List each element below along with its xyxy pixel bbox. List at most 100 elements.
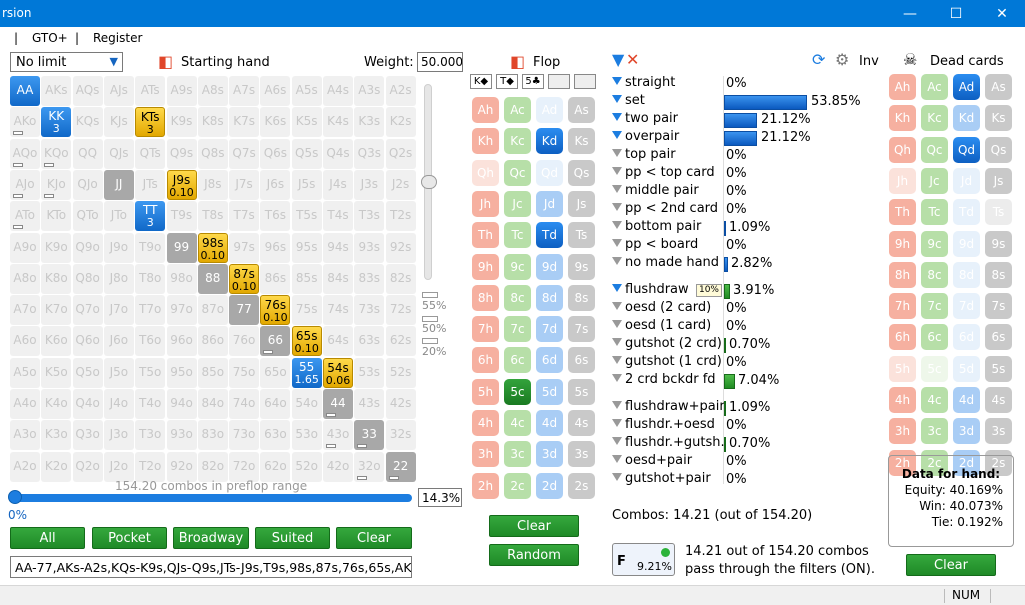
hand-cell[interactable]: 62o xyxy=(260,451,291,482)
hand-cell[interactable]: J2s xyxy=(385,169,416,200)
filter-row[interactable]: oesd (1 card) xyxy=(612,318,711,336)
dead-card-Tc[interactable]: Tc xyxy=(921,199,948,226)
filter-row[interactable]: straight xyxy=(612,75,675,93)
slider-thumb[interactable] xyxy=(421,175,437,189)
inv-label[interactable]: Inv xyxy=(859,54,879,69)
hand-cell[interactable]: 32s xyxy=(385,420,416,451)
hand-cell[interactable]: AQs xyxy=(72,76,103,106)
hand-cell[interactable]: K8s xyxy=(197,107,228,138)
flop-card-Jc[interactable]: Jc xyxy=(504,190,531,217)
board-card-5[interactable] xyxy=(574,74,596,89)
hand-cell[interactable]: 55 1.65 xyxy=(291,357,322,388)
clear-filter-icon[interactable]: ✕ xyxy=(626,50,640,69)
dead-card-3c[interactable]: 3c xyxy=(921,418,948,445)
hand-cell[interactable]: 43o xyxy=(323,420,353,451)
board-card-4[interactable] xyxy=(548,74,570,89)
flop-card-2c[interactable]: 2c xyxy=(504,472,531,499)
filter-row[interactable]: flushdr.+gutsh. xyxy=(612,435,725,453)
funnel-icon[interactable] xyxy=(612,302,622,310)
flop-card-4d[interactable]: 4d xyxy=(536,410,563,436)
hand-cell[interactable]: T9s xyxy=(166,201,197,232)
hand-cell[interactable]: AA xyxy=(10,76,40,106)
flop-card-9h[interactable]: 9h xyxy=(472,253,499,280)
hand-cell[interactable]: 64o xyxy=(260,389,291,419)
hand-cell[interactable]: 42o xyxy=(323,451,353,482)
flop-card-As[interactable]: As xyxy=(568,97,595,123)
flop-card-Js[interactable]: Js xyxy=(568,190,595,217)
hand-cell[interactable]: 64s xyxy=(323,326,353,357)
dead-card-8c[interactable]: 8c xyxy=(921,261,948,288)
flop-card-8s[interactable]: 8s xyxy=(568,284,595,311)
hand-cell[interactable]: KQo xyxy=(41,138,72,169)
suited-button[interactable]: Suited xyxy=(255,527,330,549)
hand-cell[interactable]: J4o xyxy=(103,389,134,419)
flop-card-Kc[interactable]: Kc xyxy=(504,128,531,155)
range-text-field[interactable]: AA-77,AKs-A2s,KQs-K9s,QJs-Q9s,JTs-J9s,T9… xyxy=(10,556,412,578)
flop-card-Th[interactable]: Th xyxy=(472,222,499,249)
dead-card-Qh[interactable]: Qh xyxy=(889,136,916,163)
hand-cell[interactable]: 53s xyxy=(354,357,385,388)
hand-cell[interactable]: Q6o xyxy=(72,326,103,357)
dead-card-5h[interactable]: 5h xyxy=(889,355,916,382)
hand-cell[interactable]: 85o xyxy=(197,357,228,388)
hand-cell[interactable]: QQ xyxy=(72,138,103,169)
dead-card-6s[interactable]: 6s xyxy=(985,324,1012,351)
hand-cell[interactable]: K9o xyxy=(41,232,72,263)
flop-card-Jd[interactable]: Jd xyxy=(536,190,563,217)
flop-card-5c[interactable]: 5c xyxy=(504,378,531,405)
funnel-icon[interactable] xyxy=(612,257,622,265)
weight-vertical-slider[interactable] xyxy=(421,84,437,280)
funnel-icon[interactable] xyxy=(612,95,622,103)
hand-cell[interactable]: 82o xyxy=(197,451,228,482)
dead-card-7c[interactable]: 7c xyxy=(921,293,948,320)
hand-cell[interactable]: K6o xyxy=(41,326,72,357)
dead-card-3h[interactable]: 3h xyxy=(889,418,916,445)
flop-card-3h[interactable]: 3h xyxy=(472,441,499,468)
slider-preset-50[interactable]: 50% xyxy=(422,322,447,335)
flop-card-2d[interactable]: 2d xyxy=(536,472,563,499)
hand-cell[interactable]: 92o xyxy=(166,451,197,482)
hand-cell[interactable]: Q2o xyxy=(72,451,103,482)
hand-cell[interactable]: T2s xyxy=(385,201,416,232)
hand-cell[interactable]: 63o xyxy=(260,420,291,451)
hand-cell[interactable]: Q9s xyxy=(166,138,197,169)
hand-cell[interactable]: ATo xyxy=(10,201,40,232)
filter-row[interactable]: 2 crd bckdr fd xyxy=(612,372,716,390)
hand-cell[interactable]: 52o xyxy=(291,451,322,482)
hand-cell[interactable]: 75s xyxy=(291,295,322,326)
close-button[interactable]: ✕ xyxy=(996,5,1008,22)
hand-cell[interactable]: 86s xyxy=(260,263,291,294)
hand-cell[interactable]: QTs xyxy=(135,138,166,169)
hand-cell[interactable]: Q2s xyxy=(385,138,416,169)
hand-cell[interactable]: T7s xyxy=(229,201,260,232)
dead-card-As[interactable]: As xyxy=(985,74,1012,100)
hand-cell[interactable]: 93s xyxy=(354,232,385,263)
hand-cell[interactable]: 95s xyxy=(291,232,322,263)
hand-cell[interactable]: K3o xyxy=(41,420,72,451)
hand-cell[interactable]: JTs xyxy=(135,169,166,200)
hand-cell[interactable]: KTo xyxy=(41,201,72,232)
dead-card-5d[interactable]: 5d xyxy=(953,355,980,382)
filter-row[interactable]: pp < 2nd card xyxy=(612,201,718,219)
hand-cell[interactable]: A7o xyxy=(10,295,40,326)
hand-cell[interactable]: JTo xyxy=(103,201,134,232)
hand-cell[interactable]: 75o xyxy=(229,357,260,388)
hand-cell[interactable]: Q8o xyxy=(72,263,103,294)
flop-card-7s[interactable]: 7s xyxy=(568,316,595,343)
funnel-icon[interactable] xyxy=(612,149,622,157)
hand-cell[interactable]: JJ xyxy=(103,169,134,200)
hand-cell[interactable]: 98s 0.10 xyxy=(197,232,228,263)
funnel-icon[interactable] xyxy=(612,203,622,211)
hand-cell[interactable]: Q5o xyxy=(72,357,103,388)
dead-card-9c[interactable]: 9c xyxy=(921,230,948,257)
dead-card-Qc[interactable]: Qc xyxy=(921,136,948,163)
hand-cell[interactable]: 73o xyxy=(229,420,260,451)
dead-card-Ks[interactable]: Ks xyxy=(985,105,1012,132)
dead-card-Ad[interactable]: Ad xyxy=(953,74,980,100)
hand-cell[interactable]: 92s xyxy=(385,232,416,263)
flop-card-Td[interactable]: Td xyxy=(536,222,563,249)
range-slider-thumb[interactable] xyxy=(8,490,22,504)
hand-cell[interactable]: 85s xyxy=(291,263,322,294)
hand-cell[interactable]: 83o xyxy=(197,420,228,451)
dead-card-9d[interactable]: 9d xyxy=(953,230,980,257)
